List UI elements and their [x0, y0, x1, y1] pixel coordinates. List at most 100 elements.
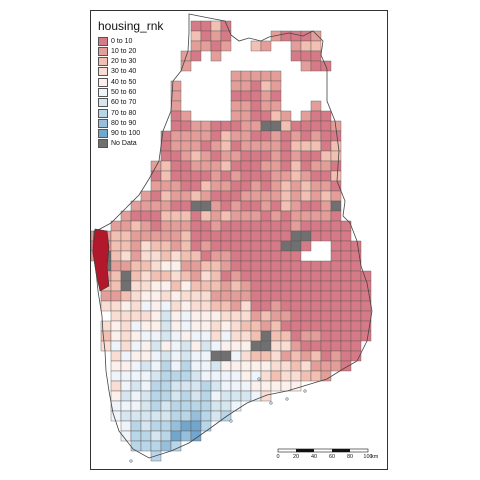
- map-region[interactable]: [320, 140, 332, 152]
- map-region[interactable]: [150, 300, 162, 312]
- map-region[interactable]: [220, 160, 232, 172]
- map-region[interactable]: [320, 170, 332, 182]
- map-region[interactable]: [130, 310, 142, 322]
- map-region[interactable]: [300, 40, 312, 52]
- map-region[interactable]: [130, 200, 142, 212]
- map-region[interactable]: [340, 290, 352, 302]
- map-region[interactable]: [180, 110, 192, 122]
- map-region[interactable]: [260, 240, 272, 252]
- map-region[interactable]: [310, 280, 322, 292]
- map-region[interactable]: [170, 320, 182, 332]
- map-region[interactable]: [320, 110, 332, 122]
- map-region[interactable]: [180, 260, 192, 272]
- map-region[interactable]: [190, 250, 202, 262]
- map-region[interactable]: [310, 340, 322, 352]
- map-region[interactable]: [180, 140, 192, 152]
- map-region[interactable]: [210, 40, 222, 52]
- map-region[interactable]: [310, 270, 322, 282]
- map-region[interactable]: [210, 330, 222, 342]
- map-region[interactable]: [190, 40, 202, 52]
- map-region[interactable]: [160, 400, 172, 412]
- map-region[interactable]: [190, 30, 202, 42]
- map-region[interactable]: [170, 420, 182, 432]
- map-region[interactable]: [330, 310, 342, 322]
- map-region[interactable]: [230, 400, 242, 412]
- map-region[interactable]: [200, 360, 212, 372]
- map-region[interactable]: [280, 30, 292, 42]
- map-region[interactable]: [270, 240, 282, 252]
- map-region[interactable]: [190, 210, 202, 222]
- map-region[interactable]: [260, 100, 272, 112]
- map-region[interactable]: [110, 410, 122, 422]
- map-region[interactable]: [320, 310, 332, 322]
- map-region[interactable]: [170, 390, 182, 402]
- map-region[interactable]: [220, 280, 232, 292]
- map-region[interactable]: [230, 110, 242, 122]
- map-region[interactable]: [230, 190, 242, 202]
- map-region[interactable]: [240, 310, 252, 322]
- map-region[interactable]: [230, 140, 242, 152]
- map-region[interactable]: [230, 200, 242, 212]
- map-region[interactable]: [310, 230, 322, 242]
- map-region[interactable]: [190, 280, 202, 292]
- map-region[interactable]: [230, 250, 242, 262]
- map-region[interactable]: [230, 260, 242, 272]
- map-region[interactable]: [160, 360, 172, 372]
- map-region[interactable]: [260, 90, 272, 102]
- map-region[interactable]: [240, 160, 252, 172]
- map-region[interactable]: [190, 390, 202, 402]
- map-region[interactable]: [250, 210, 262, 222]
- map-region[interactable]: [300, 120, 312, 132]
- map-region[interactable]: [110, 230, 122, 242]
- map-region[interactable]: [270, 220, 282, 232]
- map-region[interactable]: [160, 410, 172, 422]
- map-region[interactable]: [170, 300, 182, 312]
- map-region[interactable]: [300, 350, 312, 362]
- map-region[interactable]: [140, 210, 152, 222]
- map-region[interactable]: [120, 410, 132, 422]
- map-region[interactable]: [220, 260, 232, 272]
- map-region[interactable]: [180, 310, 192, 322]
- map-region[interactable]: [180, 410, 192, 422]
- map-region[interactable]: [220, 200, 232, 212]
- map-region[interactable]: [100, 340, 112, 352]
- map-region[interactable]: [260, 210, 272, 222]
- map-region[interactable]: [200, 290, 212, 302]
- map-region[interactable]: [270, 70, 282, 82]
- map-region[interactable]: [300, 130, 312, 142]
- map-region[interactable]: [110, 220, 122, 232]
- map-region[interactable]: [280, 210, 292, 222]
- map-region[interactable]: [330, 230, 342, 242]
- map-region[interactable]: [330, 180, 342, 192]
- map-region[interactable]: [110, 250, 122, 262]
- map-region[interactable]: [210, 380, 222, 392]
- map-region[interactable]: [190, 400, 202, 412]
- map-region[interactable]: [170, 360, 182, 372]
- island[interactable]: [257, 377, 261, 381]
- map-region[interactable]: [150, 370, 162, 382]
- map-region[interactable]: [120, 280, 132, 292]
- map-region[interactable]: [150, 270, 162, 282]
- map-region[interactable]: [200, 310, 212, 322]
- map-region[interactable]: [150, 310, 162, 322]
- map-region[interactable]: [190, 130, 202, 142]
- map-region[interactable]: [130, 290, 142, 302]
- map-region[interactable]: [250, 360, 262, 372]
- map-region[interactable]: [180, 280, 192, 292]
- map-region[interactable]: [220, 400, 232, 412]
- map-region[interactable]: [280, 270, 292, 282]
- map-region[interactable]: [340, 300, 352, 312]
- map-region[interactable]: [240, 130, 252, 142]
- map-region[interactable]: [180, 170, 192, 182]
- map-region[interactable]: [200, 190, 212, 202]
- map-region[interactable]: [210, 370, 222, 382]
- map-region[interactable]: [160, 290, 172, 302]
- map-region[interactable]: [340, 330, 352, 342]
- map-region[interactable]: [310, 210, 322, 222]
- map-region[interactable]: [130, 420, 142, 432]
- map-region[interactable]: [110, 280, 122, 292]
- map-region[interactable]: [140, 400, 152, 412]
- map-region[interactable]: [330, 320, 342, 332]
- map-region[interactable]: [200, 280, 212, 292]
- map-region[interactable]: [320, 160, 332, 172]
